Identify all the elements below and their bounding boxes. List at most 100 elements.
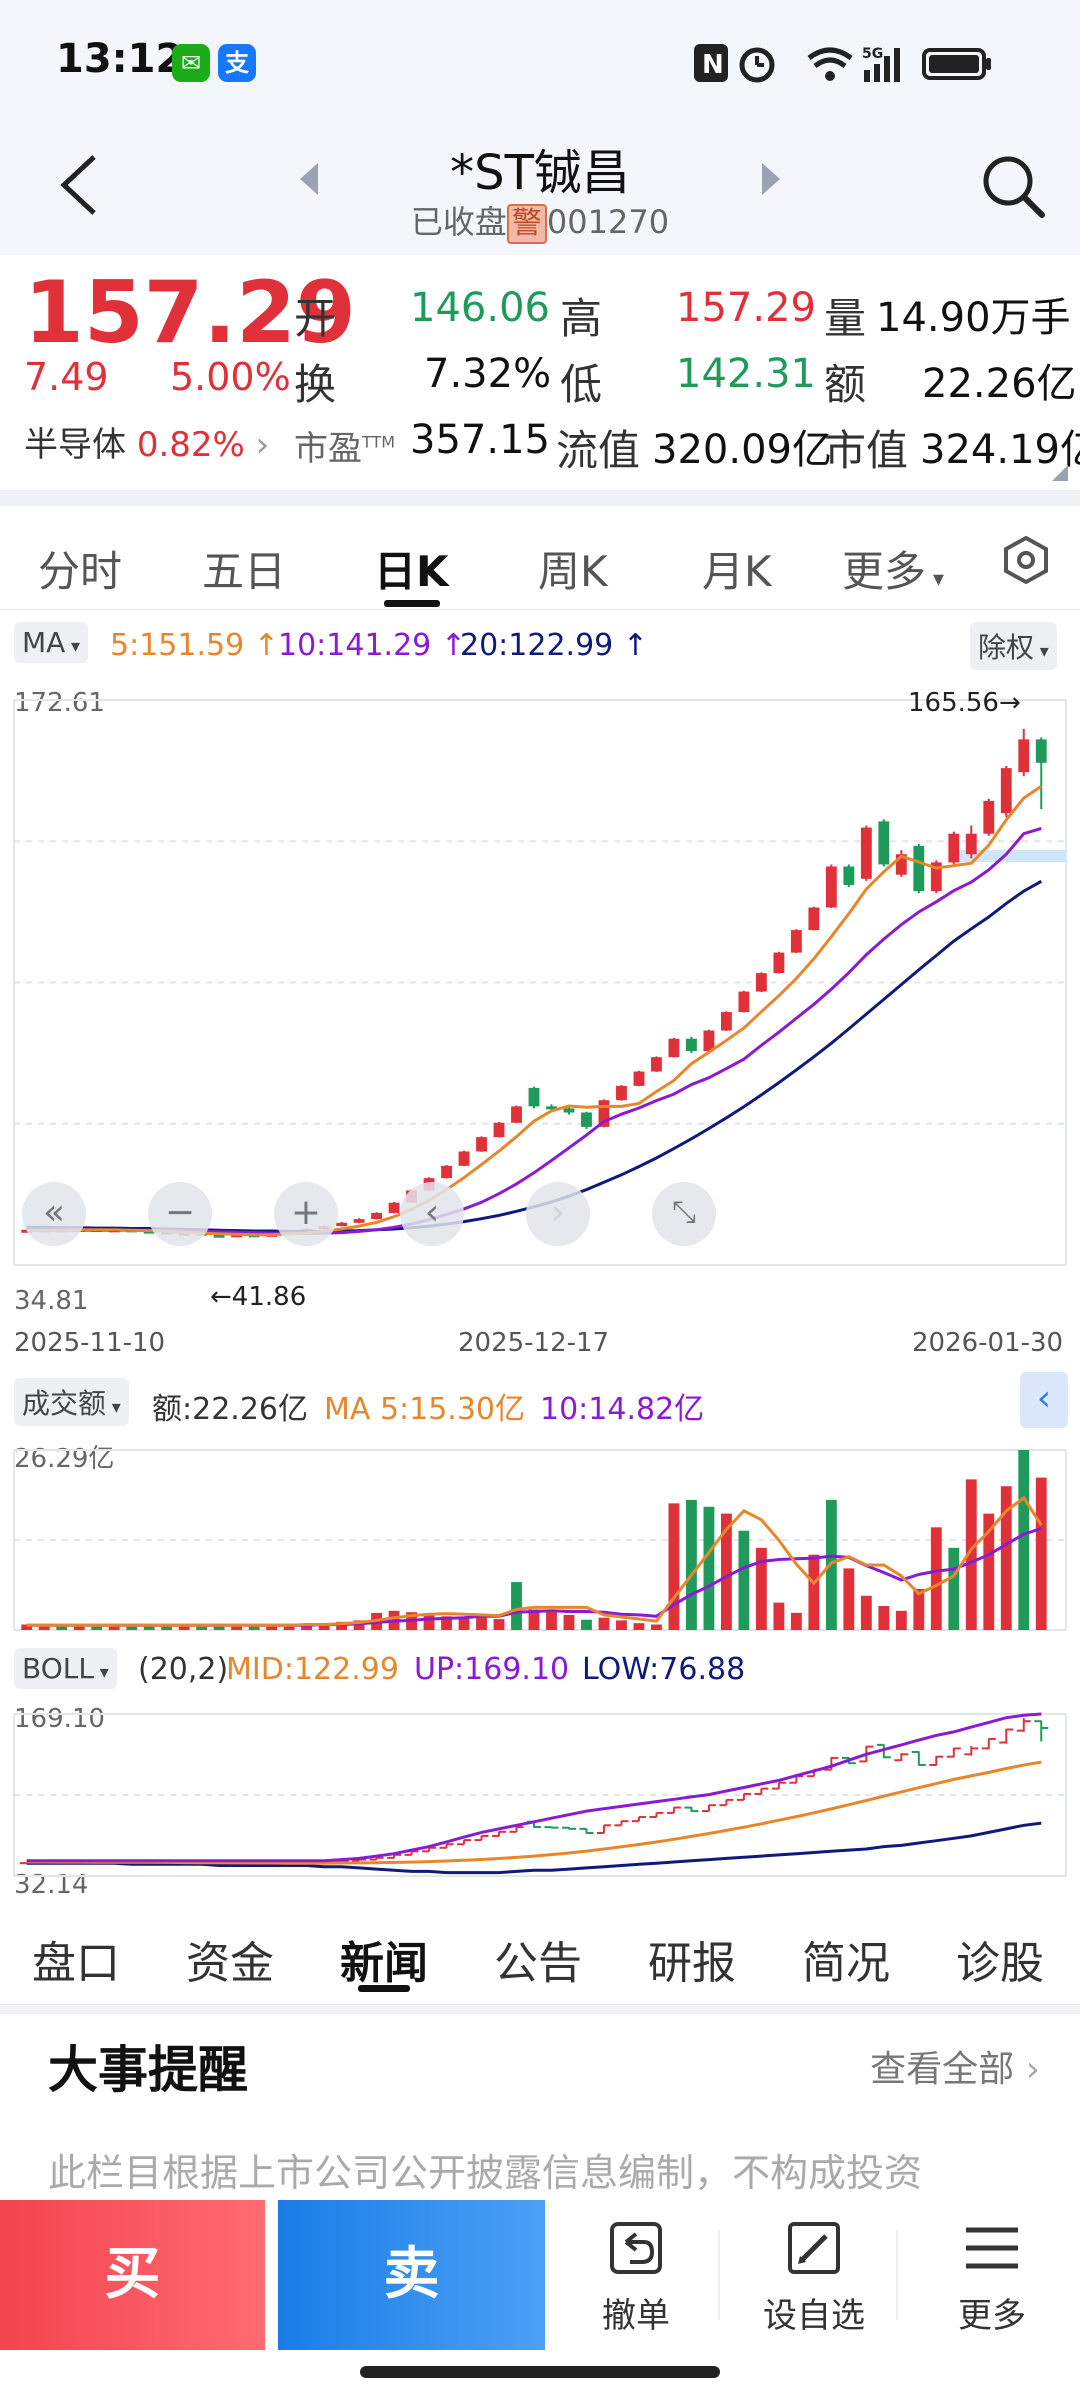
volume-bar xyxy=(563,1614,575,1630)
tab-order-book[interactable]: 盘口 xyxy=(32,1938,120,1989)
kline-low-marker: ←41.86 xyxy=(210,1282,307,1312)
volume-bar xyxy=(283,1624,295,1630)
sell-button[interactable]: 卖 xyxy=(278,2200,545,2350)
cancel-order-button[interactable]: 撤单 xyxy=(566,2218,706,2337)
float-cap-value: 320.09亿 xyxy=(652,427,832,473)
undo-order-icon xyxy=(610,2222,662,2274)
price-change-pct: 5.00% xyxy=(170,355,291,399)
sector-link[interactable]: 半导体 0.82% › xyxy=(24,417,269,466)
candle-body xyxy=(983,800,995,834)
volume-bar xyxy=(616,1620,627,1630)
tab-announcements[interactable]: 公告 xyxy=(494,1938,582,1989)
candle-body xyxy=(441,1165,452,1179)
back-icon[interactable] xyxy=(56,153,100,217)
tab-research[interactable]: 研报 xyxy=(648,1938,736,1989)
sector-pct: 0.82% xyxy=(136,425,245,465)
status-icons: N 5G xyxy=(694,44,991,83)
chart-settings-icon[interactable] xyxy=(1000,534,1052,586)
search-icon[interactable] xyxy=(980,153,1046,219)
events-title: 大事提醒 xyxy=(48,2041,248,2099)
status-time: 13:12 xyxy=(56,36,184,82)
volume-bar xyxy=(738,1530,750,1630)
market-status: 已收盘 xyxy=(410,203,507,241)
tab-monthly-k[interactable]: 月K xyxy=(702,547,772,596)
volume-bar xyxy=(266,1625,278,1630)
volume-bar xyxy=(161,1624,173,1630)
tab-intraday[interactable]: 分时 xyxy=(38,547,123,596)
volume-bar xyxy=(686,1499,697,1630)
scroll-right-icon[interactable]: › xyxy=(526,1182,590,1246)
ma20-value: 20:122.99 ↑ xyxy=(460,628,648,663)
tab-capital-flow[interactable]: 资金 xyxy=(186,1938,274,1989)
dropdown-arrow-icon: ▾ xyxy=(926,567,945,592)
volume-chart[interactable] xyxy=(0,1430,1080,1640)
tab-news[interactable]: 新闻 xyxy=(340,1938,428,1989)
candle-body xyxy=(388,1202,400,1213)
date-end: 2026-01-30 xyxy=(912,1328,1064,1358)
more-menu-button[interactable]: 更多 xyxy=(922,2218,1062,2337)
tab-active-underline xyxy=(384,600,440,607)
date-start: 2025-11-10 xyxy=(14,1328,166,1358)
expand-corner-icon[interactable] xyxy=(1052,465,1068,481)
tab-daily-k[interactable]: 日K xyxy=(374,547,449,596)
candle-body xyxy=(353,1219,365,1223)
volume-bar xyxy=(213,1625,225,1630)
fullscreen-icon[interactable]: ⤡ xyxy=(652,1182,716,1246)
candle-body xyxy=(878,821,890,865)
candle-body xyxy=(930,862,942,892)
divider xyxy=(896,2230,898,2320)
tab-weekly-k[interactable]: 周K xyxy=(538,547,608,596)
boll-mid: MID:122.99 xyxy=(226,1652,399,1687)
volume-bar xyxy=(38,1625,50,1630)
zoom-in-icon[interactable]: + xyxy=(274,1182,338,1246)
collapse-panel-icon[interactable]: ‹ xyxy=(1020,1372,1068,1428)
volume-bar xyxy=(441,1616,452,1630)
candle-body xyxy=(511,1106,522,1123)
next-stock-icon[interactable] xyxy=(760,161,782,197)
home-indicator[interactable] xyxy=(360,2366,720,2378)
candle-body xyxy=(546,1106,557,1110)
volume-ma5: MA 5:15.30亿 xyxy=(324,1392,526,1427)
boll-max-label: 169.10 xyxy=(14,1704,105,1734)
chevron-right-icon: › xyxy=(1025,2049,1040,2090)
bottom-action-bar: 买 卖 撤单 设自选 更多 xyxy=(0,2200,1080,2355)
candle-body xyxy=(213,1234,225,1238)
volume-bar xyxy=(668,1503,680,1630)
volume-bar xyxy=(633,1623,645,1630)
see-all-link[interactable]: 查看全部 › xyxy=(870,2049,1040,2090)
candle-body xyxy=(755,973,767,992)
volume-bar xyxy=(301,1623,313,1630)
divider xyxy=(718,2230,720,2320)
tab-diagnosis[interactable]: 诊股 xyxy=(956,1938,1044,1989)
volume-bar xyxy=(528,1609,540,1630)
tab-five-day[interactable]: 五日 xyxy=(202,547,287,596)
ma-indicator-select[interactable]: MA ▾ xyxy=(14,622,89,663)
add-watchlist-label: 设自选 xyxy=(763,2296,865,2336)
prev-stock-icon[interactable] xyxy=(298,161,320,197)
zoom-out-icon[interactable]: − xyxy=(148,1182,212,1246)
open-value: 146.06 xyxy=(410,285,550,331)
candle-body xyxy=(808,907,820,931)
volume-bar xyxy=(143,1625,155,1630)
high-value: 157.29 xyxy=(676,285,816,331)
tab-profile[interactable]: 简况 xyxy=(802,1938,890,1989)
boll-indicator-select[interactable]: BOLL ▾ xyxy=(14,1648,117,1689)
add-watchlist-button[interactable]: 设自选 xyxy=(744,2218,884,2337)
candle-body xyxy=(686,1038,697,1052)
scroll-left-fast-icon[interactable]: « xyxy=(22,1182,86,1246)
candle-body xyxy=(616,1085,627,1101)
nfc-icon: N xyxy=(694,44,728,82)
rights-adjust-select[interactable]: 除权 ▾ xyxy=(970,622,1057,670)
tab-more[interactable]: 更多 ▾ xyxy=(842,547,945,596)
dropdown-arrow-icon: ▾ xyxy=(106,1397,121,1418)
volume-value: 14.90万手 xyxy=(876,295,1071,341)
volume-indicator-select[interactable]: 成交额 ▾ xyxy=(14,1378,129,1426)
boll-chart[interactable] xyxy=(0,1700,1080,1900)
volume-bar xyxy=(930,1527,942,1630)
volume-bar xyxy=(178,1625,190,1630)
buy-button[interactable]: 买 xyxy=(0,2200,265,2350)
candle-body xyxy=(965,833,977,855)
volume-bar xyxy=(878,1606,890,1630)
volume-bar xyxy=(248,1624,260,1630)
scroll-left-icon[interactable]: ‹ xyxy=(400,1182,464,1246)
